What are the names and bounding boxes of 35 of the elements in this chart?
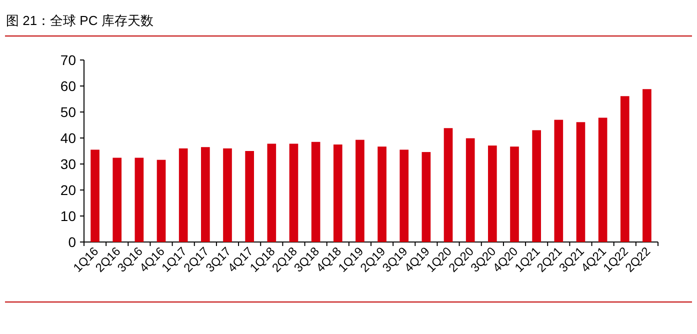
bar <box>554 120 564 242</box>
bar <box>510 146 519 242</box>
bar <box>466 138 475 242</box>
bar <box>620 96 630 242</box>
bar <box>576 122 586 242</box>
y-tick-label: 10 <box>60 208 76 224</box>
bar <box>245 151 254 242</box>
y-tick-label: 0 <box>68 234 76 250</box>
bar <box>333 144 342 242</box>
bar <box>90 150 100 242</box>
y-tick-label: 20 <box>60 182 76 198</box>
y-tick-label: 70 <box>60 52 76 68</box>
bar <box>488 146 497 242</box>
bar <box>422 152 431 242</box>
bar <box>311 142 320 242</box>
bar <box>356 140 364 242</box>
bar <box>289 144 298 242</box>
bar <box>134 158 144 242</box>
bar <box>642 89 652 242</box>
bar <box>400 150 409 242</box>
bar <box>378 146 386 242</box>
bar <box>178 148 188 242</box>
bar <box>223 148 232 242</box>
chart-title: 图 21：全球 PC 库存天数 <box>6 13 154 28</box>
bar <box>112 158 122 242</box>
y-tick-label: 60 <box>60 78 76 94</box>
bar <box>201 147 210 242</box>
bar <box>156 160 166 242</box>
bar <box>532 130 541 242</box>
y-tick-label: 30 <box>60 156 76 172</box>
bar <box>598 118 608 242</box>
y-tick-label: 40 <box>60 130 76 146</box>
y-tick-label: 50 <box>60 104 76 120</box>
bar <box>267 144 276 242</box>
bar <box>444 128 453 242</box>
